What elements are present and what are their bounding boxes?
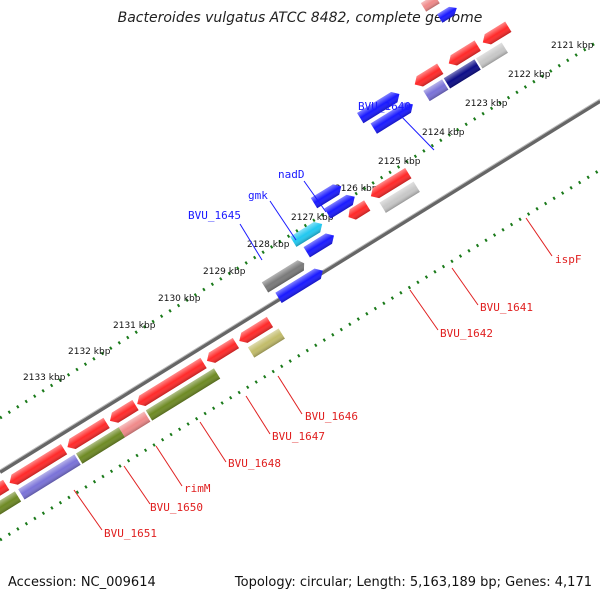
gene-labels: BVU_1640 nadD gmk BVU_1645 ispF BVU_1641… bbox=[104, 100, 582, 540]
gene-bvu-1648[interactable] bbox=[134, 357, 207, 409]
gene-bvu-1640[interactable] bbox=[357, 89, 402, 124]
label-bvu-1646: BVU_1646 bbox=[305, 410, 358, 423]
label-bvu-1650: BVU_1650 bbox=[150, 501, 203, 514]
gene-bvu-1638[interactable] bbox=[420, 0, 440, 12]
gene-bvu-1635[interactable] bbox=[412, 63, 444, 90]
genome-title: Bacteroides vulgatus ATCC 8482, complete… bbox=[117, 10, 483, 26]
callout-lines bbox=[239, 112, 435, 261]
kbp-label-2123: 2123 kbp bbox=[465, 99, 508, 109]
kbp-label-2128: 2128 kbp bbox=[247, 240, 290, 250]
label-gmk: gmk bbox=[248, 189, 268, 202]
gene-features bbox=[0, 0, 512, 537]
label-ispF: ispF bbox=[555, 253, 582, 266]
kbp-label-2131: 2131 kbp bbox=[113, 321, 156, 331]
kbp-label-2122: 2122 kbp bbox=[508, 70, 551, 80]
gene-ispF-b[interactable] bbox=[443, 59, 481, 89]
label-bvu-1640: BVU_1640 bbox=[358, 100, 411, 113]
gene-nadD[interactable] bbox=[310, 181, 345, 209]
gene-bvu-1646-b[interactable] bbox=[247, 328, 285, 358]
gene-bvu-1642[interactable] bbox=[345, 200, 371, 222]
kbp-label-2129: 2129 kbp bbox=[203, 267, 246, 277]
gene-bvu-1636[interactable] bbox=[480, 21, 512, 48]
gene-bvu-1645-b[interactable] bbox=[275, 265, 326, 304]
gene-gmk[interactable] bbox=[290, 219, 325, 247]
gene-bvu-1641-b[interactable] bbox=[379, 181, 420, 213]
gene-bvu-1651[interactable] bbox=[6, 444, 68, 488]
label-rimM: rimM bbox=[184, 482, 211, 495]
gene-bvu-1651-b[interactable] bbox=[18, 454, 81, 500]
gene-bvu-1646[interactable] bbox=[236, 316, 274, 346]
gene-bvu-1641[interactable] bbox=[368, 167, 412, 201]
gene-bvu-1645[interactable] bbox=[261, 258, 307, 293]
label-nadD: nadD bbox=[278, 168, 305, 181]
gene-bvu-1650[interactable] bbox=[64, 417, 110, 452]
kbp-labels: 2121 kbp 2122 kbp 2123 kbp 2124 kbp 2125… bbox=[23, 41, 594, 383]
kbp-label-2124: 2124 kbp bbox=[422, 128, 465, 138]
gene-bvu-1650-b[interactable] bbox=[76, 427, 125, 464]
gene-rimM[interactable] bbox=[107, 399, 139, 426]
kbp-label-2121: 2121 kbp bbox=[551, 41, 594, 51]
accession-text: Accession: NC_009614 bbox=[8, 575, 156, 590]
gene-ispF[interactable] bbox=[423, 79, 449, 102]
outer-scale-track bbox=[0, 38, 600, 420]
gene-bvu-1639[interactable] bbox=[437, 4, 459, 23]
label-bvu-1642: BVU_1642 bbox=[440, 327, 493, 340]
label-bvu-1648: BVU_1648 bbox=[228, 457, 281, 470]
kbp-label-2127: 2127 kbp bbox=[291, 213, 334, 223]
gene-bvu-1648-b[interactable] bbox=[145, 368, 221, 421]
kbp-label-2132: 2132 kbp bbox=[68, 347, 111, 357]
gene-ispF-c[interactable] bbox=[476, 42, 508, 69]
kbp-label-2126: 2126 kbp bbox=[335, 184, 378, 194]
gene-gmk-b[interactable] bbox=[303, 230, 338, 258]
label-bvu-1647: BVU_1647 bbox=[272, 430, 325, 443]
gene-nadD-b[interactable] bbox=[324, 192, 358, 219]
gene-rimM-b[interactable] bbox=[118, 411, 151, 438]
gene-bvu-1652-b[interactable] bbox=[0, 491, 22, 537]
gene-bvu-1640b[interactable] bbox=[370, 99, 416, 134]
kbp-label-2125: 2125 kbp bbox=[378, 157, 421, 167]
gene-bvu-1637[interactable] bbox=[446, 40, 481, 69]
kbp-label-2133: 2133 kbp bbox=[23, 373, 66, 383]
label-bvu-1645: BVU_1645 bbox=[188, 209, 241, 222]
kbp-label-2130: 2130 kbp bbox=[158, 294, 201, 304]
label-bvu-1651: BVU_1651 bbox=[104, 527, 157, 540]
genome-summary: Topology: circular; Length: 5,163,189 bp… bbox=[234, 575, 592, 590]
gene-bvu-1647[interactable] bbox=[204, 337, 240, 366]
label-bvu-1641: BVU_1641 bbox=[480, 301, 533, 314]
